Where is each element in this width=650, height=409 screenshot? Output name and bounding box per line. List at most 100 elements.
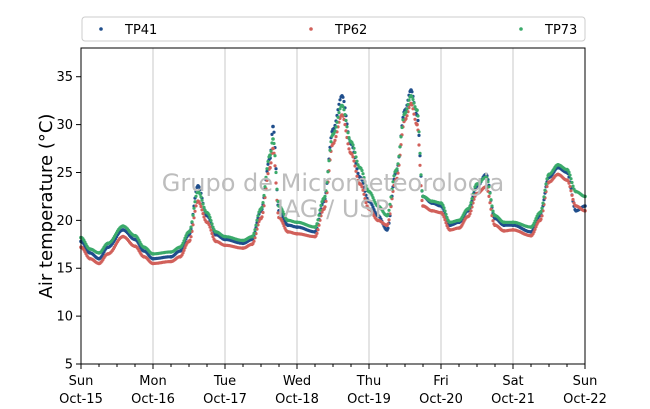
data-point bbox=[565, 167, 569, 172]
data-point bbox=[457, 226, 461, 230]
data-point bbox=[214, 230, 218, 234]
data-point bbox=[178, 254, 182, 259]
data-point bbox=[466, 214, 470, 219]
data-point bbox=[178, 249, 182, 253]
data-point bbox=[196, 184, 200, 188]
data-point bbox=[295, 220, 299, 225]
series-tp41 bbox=[79, 88, 587, 261]
data-point bbox=[187, 239, 191, 244]
data-point bbox=[394, 178, 398, 182]
data-point bbox=[322, 207, 326, 211]
data-point bbox=[241, 238, 245, 243]
data-point bbox=[574, 204, 578, 208]
data-point bbox=[349, 140, 353, 144]
data-point bbox=[349, 151, 353, 156]
legend-marker-tp62 bbox=[309, 27, 313, 31]
legend-label-tp41: TP41 bbox=[124, 23, 157, 38]
data-point bbox=[223, 237, 227, 242]
data-point bbox=[466, 207, 470, 211]
data-point bbox=[205, 220, 209, 225]
data-point bbox=[271, 146, 275, 151]
watermark-line-1: Grupo de Micrometeorologia bbox=[162, 169, 504, 197]
data-point bbox=[394, 168, 398, 173]
data-point bbox=[421, 194, 425, 199]
data-point bbox=[511, 228, 515, 232]
data-point bbox=[529, 225, 533, 229]
data-point bbox=[106, 241, 110, 246]
data-point bbox=[448, 223, 452, 227]
data-point bbox=[439, 201, 443, 205]
data-point bbox=[376, 213, 380, 218]
data-point bbox=[259, 216, 263, 221]
x-tick-label-date: Oct-20 bbox=[419, 392, 463, 407]
data-point bbox=[151, 261, 155, 266]
legend-frame bbox=[81, 16, 586, 42]
watermark-line-2: IAG / USP bbox=[277, 195, 389, 223]
data-point bbox=[547, 180, 551, 184]
data-point bbox=[196, 199, 200, 203]
data-point bbox=[295, 225, 299, 229]
x-tick-label-day: Sun bbox=[573, 374, 598, 389]
data-point bbox=[493, 213, 497, 218]
data-point bbox=[502, 223, 506, 227]
data-point bbox=[340, 113, 344, 117]
data-point bbox=[277, 215, 281, 220]
y-tick-label: 20 bbox=[56, 214, 73, 229]
y-tick-label: 10 bbox=[56, 310, 73, 325]
data-point bbox=[511, 223, 515, 227]
data-point bbox=[271, 137, 275, 141]
x-tick-label-date: Oct-21 bbox=[491, 392, 535, 407]
data-point bbox=[457, 218, 461, 223]
data-point bbox=[493, 223, 497, 227]
data-point bbox=[151, 252, 155, 256]
data-point bbox=[88, 247, 92, 251]
x-tick-label-date: Oct-19 bbox=[347, 392, 391, 407]
data-point bbox=[313, 234, 317, 239]
data-point bbox=[295, 232, 299, 236]
data-point bbox=[142, 249, 146, 253]
legend: TP41 TP62 TP73 bbox=[81, 16, 586, 42]
data-point bbox=[121, 234, 125, 239]
data-point bbox=[331, 132, 335, 136]
x-tick-label-day: Wed bbox=[283, 374, 311, 389]
data-point bbox=[385, 228, 389, 232]
data-point bbox=[196, 189, 200, 194]
data-point bbox=[277, 204, 281, 208]
data-point bbox=[421, 204, 425, 208]
data-point bbox=[430, 209, 434, 213]
x-tick-label-day: Sun bbox=[69, 374, 94, 389]
legend-item-tp62: TP62 bbox=[309, 23, 367, 38]
data-point bbox=[97, 251, 101, 255]
data-point bbox=[475, 182, 479, 186]
data-point bbox=[286, 218, 290, 223]
data-point bbox=[151, 256, 155, 261]
data-point bbox=[367, 189, 371, 194]
data-point bbox=[169, 259, 173, 264]
data-point bbox=[376, 204, 380, 208]
data-point bbox=[415, 122, 419, 127]
data-point bbox=[214, 232, 218, 237]
data-point bbox=[385, 213, 389, 218]
data-point bbox=[169, 250, 173, 254]
data-point bbox=[409, 88, 413, 92]
data-point bbox=[142, 254, 146, 259]
data-point bbox=[223, 234, 227, 239]
y-tick-label: 30 bbox=[56, 118, 73, 133]
data-point bbox=[475, 191, 479, 196]
data-point bbox=[121, 228, 125, 232]
data-point bbox=[409, 101, 413, 106]
data-point bbox=[340, 94, 344, 98]
data-point bbox=[448, 220, 452, 225]
data-point bbox=[133, 233, 137, 238]
data-point bbox=[178, 245, 182, 249]
x-tick-label-date: Oct-18 bbox=[275, 392, 319, 407]
data-point bbox=[259, 207, 263, 211]
x-axis: Sun Oct-15 Mon Oct-16 Tue Oct-17 Wed Oct-18 Thu O… bbox=[59, 364, 607, 407]
data-point bbox=[376, 218, 380, 223]
data-point bbox=[88, 256, 92, 261]
data-point bbox=[556, 163, 560, 167]
data-point bbox=[322, 196, 326, 201]
x-tick-label-day: Mon bbox=[139, 374, 166, 389]
x-tick-label-date: Oct-17 bbox=[203, 392, 247, 407]
